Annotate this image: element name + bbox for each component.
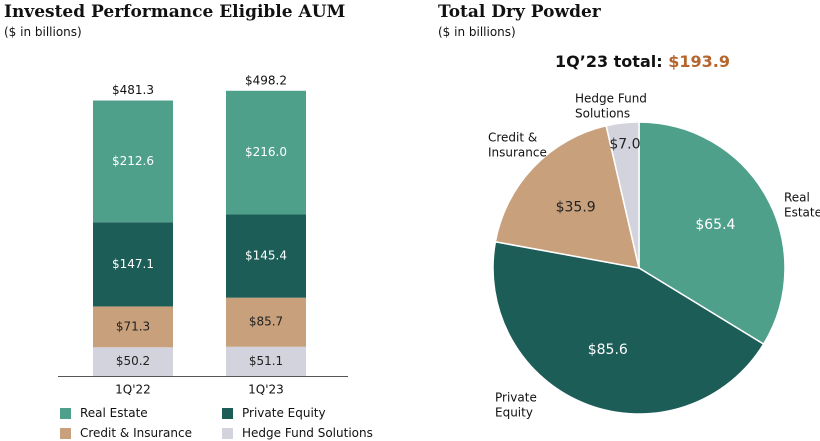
legend-item-credit-insurance: Credit & Insurance xyxy=(60,426,192,440)
pie-category-label: Real xyxy=(784,191,810,205)
legend-label: Credit & Insurance xyxy=(80,426,192,440)
pie-chart-subtitle: ($ in billions) xyxy=(438,25,516,39)
pie-slice xyxy=(638,121,786,346)
bar-segment xyxy=(226,214,306,298)
bar-total-label: $498.2 xyxy=(245,73,287,87)
bar-segment xyxy=(93,347,173,376)
bar-chart-subtitle: ($ in billions) xyxy=(4,25,82,39)
pie-data-label: $85.6 xyxy=(588,342,628,358)
bar-data-label: $50.2 xyxy=(116,354,150,368)
total-value: $193.9 xyxy=(668,52,730,71)
bar-segment xyxy=(93,222,173,307)
pie-slice xyxy=(494,124,640,269)
legend-swatch xyxy=(60,407,71,419)
legend-swatch xyxy=(60,427,71,439)
bar-data-label: $85.7 xyxy=(249,315,283,329)
x-tick-label: 1Q'23 xyxy=(248,383,284,397)
bar-segment xyxy=(226,346,306,376)
bar-data-label: $216.0 xyxy=(245,145,287,159)
pie-category-label: Equity xyxy=(495,406,533,420)
legend-swatch xyxy=(222,427,233,439)
pie-data-label: $7.0 xyxy=(609,137,640,153)
bar-segment xyxy=(226,90,306,215)
pie-category-label: Credit & xyxy=(488,131,537,145)
pie-category-label: Hedge Fund xyxy=(575,92,647,106)
bar-data-label: $145.4 xyxy=(245,249,287,263)
pie-category-label: Private xyxy=(495,391,537,405)
pie-slice xyxy=(605,121,640,269)
legend-item-hedge-fund-solutions: Hedge Fund Solutions xyxy=(222,426,373,440)
pie-data-label: $35.9 xyxy=(556,200,596,216)
bar-data-label: $147.1 xyxy=(112,257,154,271)
bar-chart-title: Invested Performance Eligible AUM xyxy=(4,2,346,22)
bar-data-label: $51.1 xyxy=(249,354,283,368)
legend-label: Hedge Fund Solutions xyxy=(242,426,373,440)
bar-total-label: $481.3 xyxy=(112,83,154,97)
pie-category-label: Insurance xyxy=(488,146,547,160)
bar-data-label: $212.6 xyxy=(112,154,154,168)
legend-label: Private Equity xyxy=(242,406,326,420)
bar-segment xyxy=(226,297,306,347)
legend-swatch xyxy=(222,407,233,419)
bar-data-label: $71.3 xyxy=(116,319,150,333)
pie-data-label: $65.4 xyxy=(695,217,735,233)
pie-slice xyxy=(492,240,765,415)
bar-segment xyxy=(93,306,173,348)
legend-item-private-equity: Private Equity xyxy=(222,406,326,420)
legend-item-real-estate: Real Estate xyxy=(60,406,148,420)
pie-chart-title: Total Dry Powder xyxy=(438,2,601,22)
dry-powder-total: 1Q’23 total: $193.9 xyxy=(555,52,730,71)
pie-category-label: Estate xyxy=(784,206,820,220)
x-tick-label: 1Q'22 xyxy=(115,383,151,397)
bar-segment xyxy=(93,100,173,223)
legend-label: Real Estate xyxy=(80,406,148,420)
pie-category-label: Solutions xyxy=(575,107,630,121)
total-label: 1Q’23 total: xyxy=(555,52,663,71)
